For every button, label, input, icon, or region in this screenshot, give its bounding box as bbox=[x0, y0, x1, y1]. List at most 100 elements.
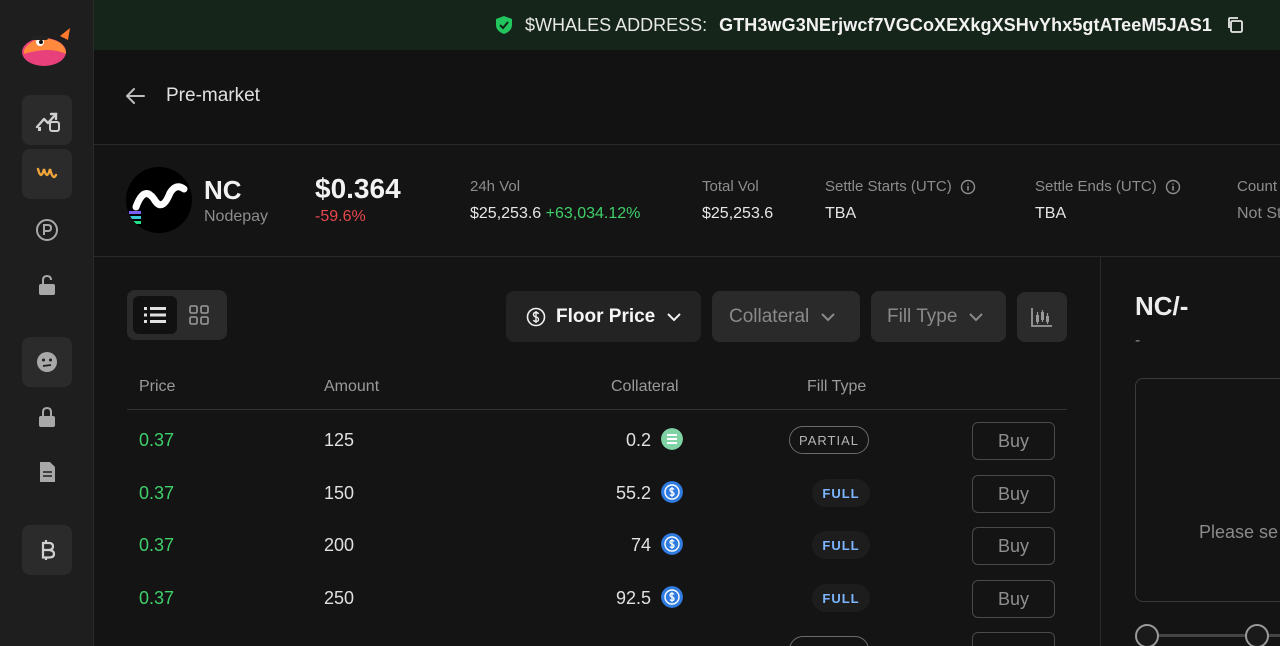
buy-button-partial bbox=[972, 632, 1055, 646]
buy-button[interactable]: Buy bbox=[972, 422, 1055, 460]
col-amount: Amount bbox=[324, 378, 380, 395]
fill-type-badge: FULL bbox=[812, 479, 870, 507]
row-collateral: 55.2 bbox=[615, 483, 651, 503]
buy-button[interactable]: Buy bbox=[972, 527, 1055, 565]
floor-price-label: Floor Price bbox=[556, 305, 656, 327]
token-price-change: -59.6% bbox=[315, 208, 366, 225]
sidebar-item-bitcoin[interactable] bbox=[22, 525, 72, 575]
stat-value: TBA bbox=[825, 205, 857, 222]
token-price: $0.364 bbox=[315, 173, 401, 204]
wave-icon bbox=[36, 167, 58, 179]
document-icon bbox=[40, 462, 55, 482]
sidebar-item-lock[interactable] bbox=[22, 392, 72, 442]
stat-label: Settle Starts (UTC) bbox=[825, 178, 952, 195]
address-label: $WHALES ADDRESS: bbox=[525, 14, 708, 35]
back-arrow-icon[interactable] bbox=[124, 86, 146, 106]
slider-knob-end[interactable] bbox=[1245, 624, 1269, 646]
stat-value: Not St bbox=[1237, 205, 1280, 222]
emoji-icon bbox=[37, 352, 57, 372]
sidebar-item-points[interactable] bbox=[22, 205, 72, 255]
usdc-coin-icon bbox=[661, 533, 683, 555]
row-amount: 200 bbox=[324, 535, 355, 555]
chevron-down-icon bbox=[821, 312, 835, 321]
page-header: Pre-market bbox=[94, 50, 1280, 145]
token-logo-icon bbox=[126, 167, 192, 233]
list-icon bbox=[144, 307, 166, 323]
row-price: 0.37 bbox=[139, 483, 175, 503]
whale-logo-icon[interactable] bbox=[20, 24, 72, 70]
lock-icon bbox=[39, 406, 55, 427]
stat-change: +63,034.12% bbox=[545, 205, 641, 222]
pair-title: NC/- bbox=[1135, 291, 1189, 321]
col-collateral: Collateral bbox=[611, 378, 679, 395]
slider-knob-start[interactable] bbox=[1135, 624, 1159, 646]
stat-label: 24h Vol bbox=[470, 178, 521, 195]
collateral-label: Collateral bbox=[729, 305, 810, 327]
fill-type-badge: FULL bbox=[812, 584, 870, 612]
sidebar-item-markets[interactable] bbox=[22, 95, 72, 145]
candlestick-chart-icon bbox=[1031, 308, 1052, 327]
stat-countdown: Count Not St bbox=[1237, 178, 1280, 223]
stat-value: $25,253.6 bbox=[470, 205, 542, 222]
fill-type-badge-partial bbox=[789, 636, 869, 646]
table-row[interactable]: 0.37 125 0.2 PARTIAL Buy bbox=[127, 416, 1067, 468]
row-amount: 250 bbox=[324, 588, 355, 608]
copy-icon[interactable] bbox=[1226, 16, 1244, 34]
token-info: NC Nodepay $0.364 -59.6% 24h Vol $25,253… bbox=[94, 145, 1280, 257]
floor-price-dropdown[interactable]: Floor Price bbox=[506, 291, 701, 342]
address-value: GTH3wG3NErjwcf7VGCoXEXkgXSHvYhx5gtATeeM5… bbox=[719, 14, 1212, 35]
fill-type-badge: FULL bbox=[812, 531, 870, 559]
whales-address-banner: $WHALES ADDRESS: GTH3wG3NErjwcf7VGCoXEXk… bbox=[94, 0, 1280, 50]
stat-label: Total Vol bbox=[702, 178, 759, 195]
info-icon[interactable] bbox=[1165, 179, 1181, 195]
depth-chart-button[interactable] bbox=[1017, 292, 1067, 342]
fill-type-badge: PARTIAL bbox=[789, 426, 869, 454]
row-amount: 150 bbox=[324, 483, 355, 503]
stat-label: Count bbox=[1237, 178, 1278, 195]
col-fill-type: Fill Type bbox=[807, 378, 867, 395]
pair-subtitle: - bbox=[1135, 332, 1141, 349]
unlock-icon bbox=[39, 274, 55, 295]
grid-view-button[interactable] bbox=[177, 296, 221, 334]
stat-value: TBA bbox=[1035, 205, 1067, 222]
chevron-down-icon bbox=[667, 312, 681, 321]
stat-value: $25,253.6 bbox=[702, 205, 774, 222]
page-title: Pre-market bbox=[166, 85, 260, 106]
sidebar-item-docs[interactable] bbox=[22, 447, 72, 497]
orders-table-header: Price Amount Collateral Fill Type bbox=[127, 366, 1067, 410]
row-collateral: 92.5 bbox=[615, 588, 651, 608]
table-row[interactable]: 0.37 150 55.2 FULL Buy bbox=[127, 469, 1067, 521]
trade-panel-box bbox=[1135, 378, 1280, 602]
usdc-coin-icon bbox=[661, 586, 683, 608]
buy-button[interactable]: Buy bbox=[972, 580, 1055, 618]
row-price: 0.37 bbox=[139, 535, 175, 555]
row-amount: 125 bbox=[324, 430, 355, 450]
row-collateral: 0.2 bbox=[625, 430, 651, 450]
sidebar-item-emoji[interactable] bbox=[22, 337, 72, 387]
token-symbol: NC bbox=[204, 175, 242, 205]
bitcoin-icon bbox=[41, 540, 56, 560]
sidebar-item-unlock[interactable] bbox=[22, 260, 72, 310]
list-view-button[interactable] bbox=[133, 296, 177, 334]
row-price: 0.37 bbox=[139, 430, 175, 450]
dollar-circle-icon bbox=[526, 307, 546, 326]
collateral-dropdown[interactable]: Collateral bbox=[712, 291, 860, 342]
row-collateral: 74 bbox=[630, 535, 651, 555]
points-icon bbox=[36, 219, 58, 241]
grid-icon bbox=[189, 305, 209, 325]
fill-type-dropdown[interactable]: Fill Type bbox=[871, 291, 1006, 342]
usdc-coin-icon bbox=[661, 481, 683, 503]
sidebar-item-premarket[interactable] bbox=[22, 149, 72, 199]
token-name: Nodepay bbox=[204, 208, 269, 225]
view-toggle bbox=[127, 290, 227, 340]
chart-up-icon bbox=[35, 112, 60, 132]
panel-divider bbox=[1100, 257, 1101, 646]
stat-settle-starts: Settle Starts (UTC) TBA bbox=[825, 178, 976, 223]
buy-button[interactable]: Buy bbox=[972, 475, 1055, 513]
info-icon[interactable] bbox=[960, 179, 976, 195]
table-row[interactable]: 0.37 250 92.5 FULL Buy bbox=[127, 574, 1067, 626]
table-row[interactable]: 0.37 200 74 FULL Buy bbox=[127, 521, 1067, 573]
table-row-partial bbox=[127, 628, 1067, 646]
sidebar bbox=[0, 0, 94, 646]
slider-track[interactable] bbox=[1147, 634, 1280, 637]
